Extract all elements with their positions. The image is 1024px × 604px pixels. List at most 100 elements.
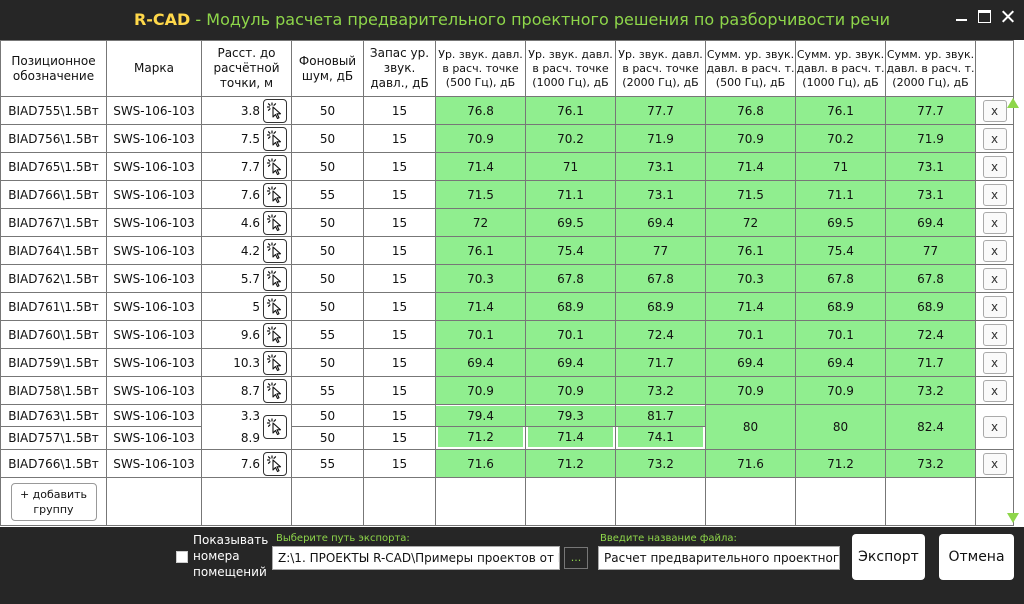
cursor-pick-icon[interactable] — [263, 98, 287, 123]
delete-row-button[interactable]: x — [982, 211, 1007, 234]
cursor-pick-icon[interactable] — [263, 210, 287, 235]
cursor-pick-icon[interactable] — [263, 126, 287, 151]
scroll-up-arrow-icon[interactable] — [1007, 98, 1019, 108]
l2000-cell: 73.1 — [615, 152, 706, 181]
reserve-cell: 15 — [363, 292, 436, 321]
l1000-cell-value: 69.5 — [526, 209, 615, 236]
l500-cell: 70.9 — [435, 124, 526, 153]
cursor-pick-icon[interactable] — [263, 182, 287, 207]
l2000-value: 81.7 — [616, 405, 705, 426]
dist-value: 7.7 — [240, 159, 260, 174]
l500-cell-value: 71.4 — [436, 293, 525, 320]
l2000-cell: 73.1 — [615, 180, 706, 209]
export-path-input[interactable]: Z:\1. ПРОЕКТЫ R-CAD\Примеры проектов от … — [272, 546, 560, 570]
delete-row-button[interactable]: x — [982, 183, 1007, 206]
s2000-cell: 82.4 — [885, 404, 976, 450]
dist-value: 10.3 — [233, 355, 260, 370]
l2000-cell-value: 67.8 — [616, 265, 705, 292]
reserve-cell: 15 — [363, 152, 436, 181]
l500-cell-value: 70.1 — [436, 321, 525, 348]
s1000-cell: 80 — [795, 404, 886, 450]
delete-cell: x — [975, 208, 1014, 237]
l500-cell-value: 69.4 — [436, 349, 525, 376]
table-row: BIAD758\1.5Вт SWS-106-103 8.7 55 15 70.9 70.9 7… — [0, 376, 1014, 405]
delete-cell: x — [975, 152, 1014, 181]
delete-row-button[interactable]: x — [982, 416, 1007, 438]
delete-row-button[interactable]: x — [982, 267, 1007, 290]
delete-cell: x — [975, 236, 1014, 265]
l2000-cell-value: 73.1 — [616, 153, 705, 180]
delete-row-button[interactable]: x — [982, 155, 1007, 178]
delete-cell: x — [975, 180, 1014, 209]
pos-cell: BIAD766\1.5Вт — [0, 180, 107, 209]
cursor-pick-icon[interactable] — [263, 266, 287, 291]
table-row: BIAD762\1.5Вт SWS-106-103 5.7 50 15 70.3 67.8 6… — [0, 264, 1014, 293]
cursor-pick-icon[interactable] — [263, 415, 287, 439]
table-row: BIAD765\1.5Вт SWS-106-103 7.7 50 15 71.4 71 73.… — [0, 152, 1014, 181]
cursor-pick-icon[interactable] — [263, 350, 287, 375]
cursor-pick-icon[interactable] — [263, 238, 287, 263]
cancel-button[interactable]: Отмена — [939, 534, 1014, 580]
l2000-cell: 73.2 — [615, 449, 706, 478]
l1000-cell-value: 70.9 — [526, 377, 615, 404]
l2000-cell: 71.9 — [615, 124, 706, 153]
window-title-text: - Модуль расчета предварительного проект… — [190, 10, 891, 29]
l2000-value: 74.1 — [618, 427, 703, 447]
noise-cell: 55 — [291, 180, 364, 209]
table-row: BIAD764\1.5Вт SWS-106-103 4.2 50 15 76.1 75.4 7… — [0, 236, 1014, 265]
file-name-input[interactable]: Расчет предварительного проектного ре — [598, 546, 840, 570]
reserve-cell: 15 — [363, 404, 436, 427]
close-icon[interactable] — [1001, 10, 1014, 23]
noise-cell: 50 — [291, 208, 364, 237]
delete-row-button[interactable]: x — [982, 351, 1007, 374]
restore-icon[interactable] — [978, 10, 991, 23]
cursor-pick-icon[interactable] — [263, 322, 287, 347]
l1000-cell: 71.1 — [525, 180, 616, 209]
l500-cell: 72 — [435, 208, 526, 237]
scroll-down-arrow-icon[interactable] — [1007, 513, 1019, 523]
cursor-pick-icon[interactable] — [263, 451, 287, 476]
delete-row-button[interactable]: x — [982, 99, 1007, 122]
s1000-cell: 68.9 — [795, 292, 886, 321]
l1000-cell-value: 71.2 — [526, 450, 615, 477]
delete-row-button[interactable]: x — [982, 379, 1007, 402]
col-header-mark: Марка — [106, 40, 202, 97]
s1000-cell: 76.1 — [795, 96, 886, 125]
l1000-cell-value: 70.1 — [526, 321, 615, 348]
mark-cell: SWS-106-103 — [106, 124, 202, 153]
l500-cell: 76.8 — [435, 96, 526, 125]
reserve-cell: 15 — [363, 348, 436, 377]
delete-row-button[interactable]: x — [982, 127, 1007, 150]
cursor-pick-icon[interactable] — [263, 378, 287, 403]
l500-value: 79.4 — [436, 405, 525, 426]
table-row: BIAD756\1.5Вт SWS-106-103 7.5 50 15 70.9 70.2 7… — [0, 124, 1014, 153]
l500-cell: 71.5 — [435, 180, 526, 209]
browse-button[interactable]: ... — [564, 547, 588, 569]
delete-cell: x — [975, 348, 1014, 377]
show-rooms-checkbox[interactable] — [176, 551, 188, 563]
minimize-icon[interactable] — [955, 10, 968, 23]
delete-row-button[interactable]: x — [982, 239, 1007, 262]
empty-cell — [435, 477, 526, 526]
cursor-pick-icon[interactable] — [263, 294, 287, 319]
l1000-value: 71.4 — [528, 427, 613, 447]
mark-cell: SWS-106-103 — [106, 292, 202, 321]
delete-row-button[interactable]: x — [982, 323, 1007, 346]
l1000-cell: 71.4 — [525, 426, 616, 450]
table-row-group: BIAD757\1.5Вт SWS-106-103 50 15 71.2 71.4 74.1 — [0, 426, 1014, 450]
l1000-cell-value: 75.4 — [526, 237, 615, 264]
export-button[interactable]: Экспорт — [852, 534, 925, 580]
l500-cell: 71.2 — [435, 426, 526, 450]
cursor-pick-icon[interactable] — [263, 154, 287, 179]
delete-row-button[interactable]: x — [982, 452, 1007, 475]
pos-cell: BIAD755\1.5Вт — [0, 96, 107, 125]
l1000-cell: 70.1 — [525, 320, 616, 349]
noise-cell: 50 — [291, 348, 364, 377]
delete-row-button[interactable]: x — [982, 295, 1007, 318]
l2000-cell: 77 — [615, 236, 706, 265]
reserve-cell: 15 — [363, 180, 436, 209]
add-group-button[interactable]: + добавить группу — [10, 483, 97, 521]
table-row-group: BIAD763\1.5Вт SWS-106-103 3.3 8.9 50 15 79.4 79… — [0, 404, 1014, 450]
l500-cell-value: 71.6 — [436, 450, 525, 477]
l1000-cell-value: 70.2 — [526, 125, 615, 152]
